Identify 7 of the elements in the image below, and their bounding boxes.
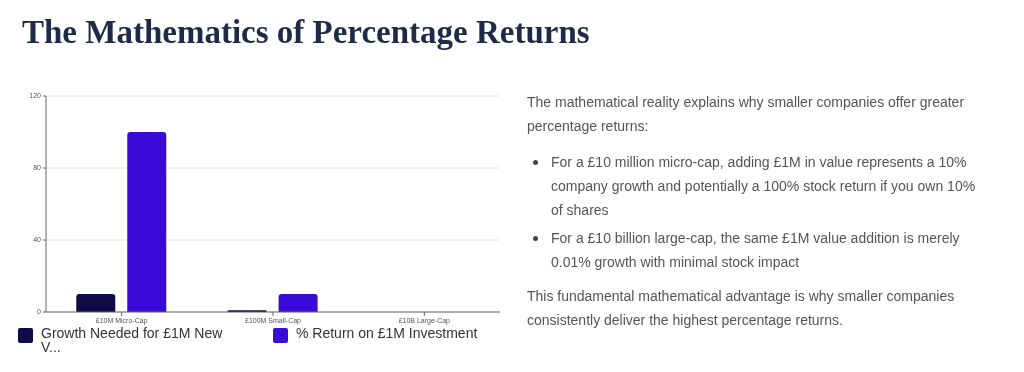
text: For a £10 million micro-cap, adding £1M in value represents a 10% company growth and potentially a 100% stock return if you own 10% of shares xyxy=(551,153,977,220)
chart-title: The Mathematics of Percentage Returns xyxy=(22,14,590,51)
text: The mathematical reality explains why smaller companies offer greater percentage returns: xyxy=(527,93,966,136)
legend-label: Growth Needed for £1M New V... xyxy=(41,325,224,355)
legend-label: % Return on £1M Investment xyxy=(296,325,478,341)
text: This fundamental mathematical advantage is why smaller companies consistently deliver the highest percentage returns. xyxy=(527,287,956,330)
text: For a £10 billion large-cap, the same £1M value addition is merely 0.01% growth with minimal stock impact xyxy=(551,229,961,272)
